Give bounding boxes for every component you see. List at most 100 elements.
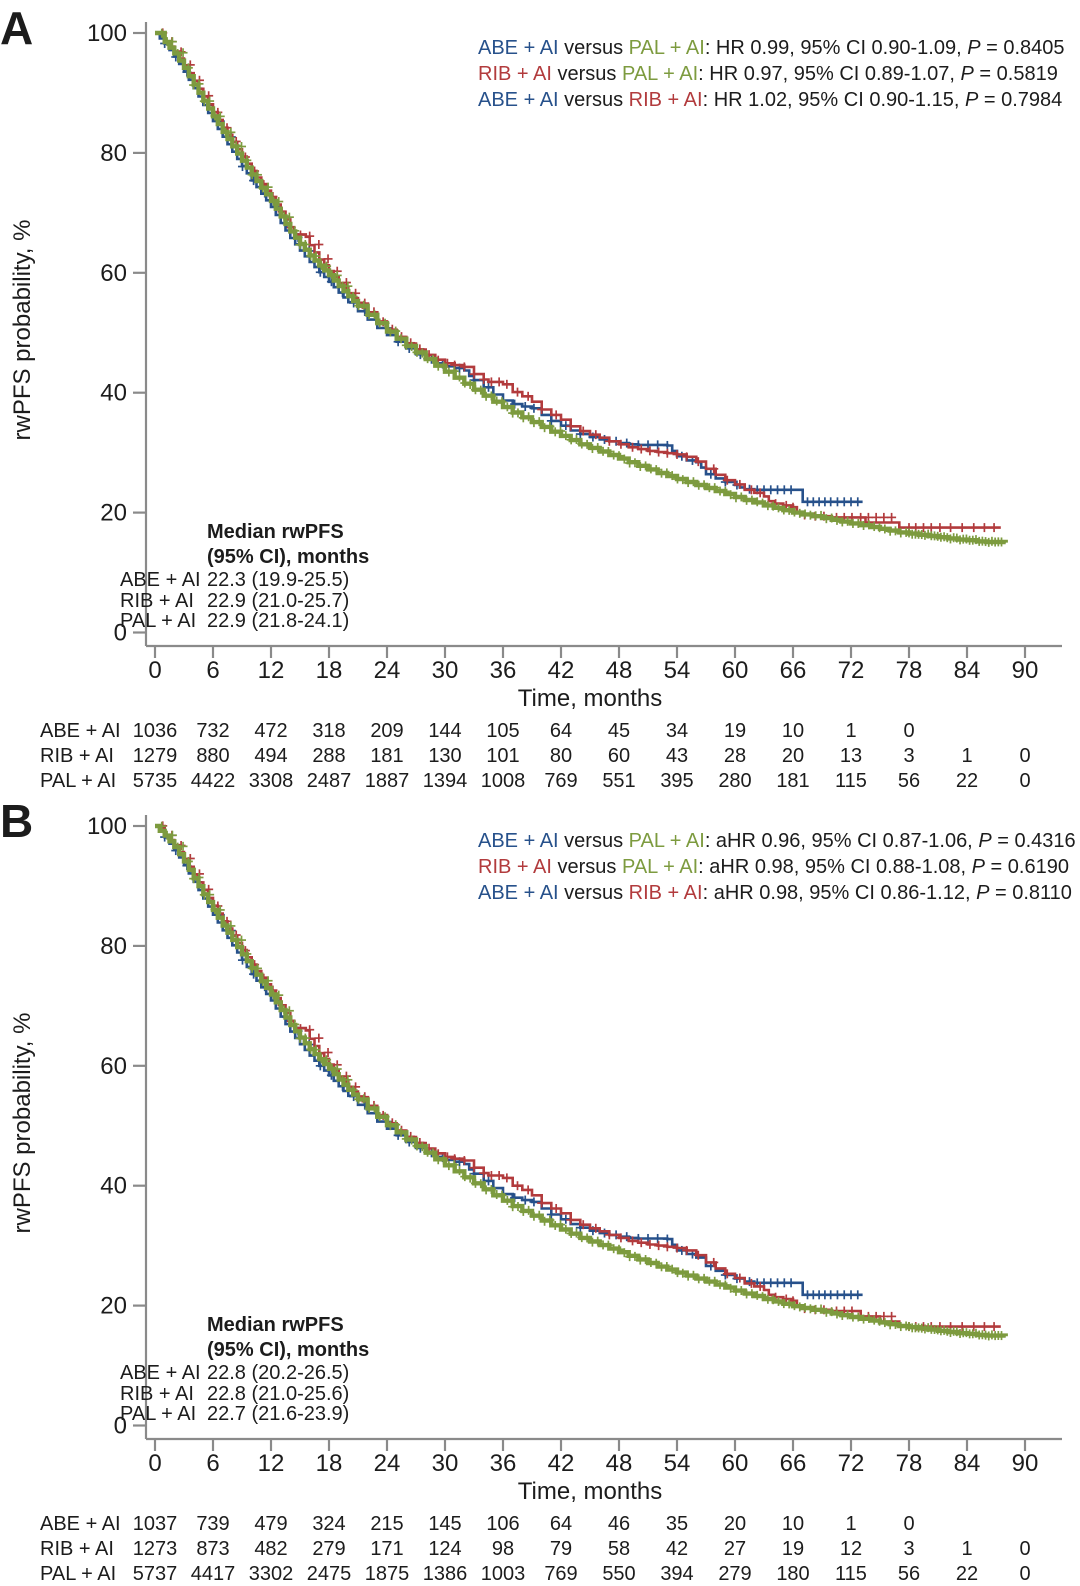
risk-row-label-abe-ai: ABE + AI (40, 1513, 121, 1535)
risk-value: 4422 (191, 770, 236, 792)
risk-value: 35 (666, 1513, 688, 1535)
x-tick-label: 6 (206, 657, 219, 684)
risk-value: 0 (1019, 1538, 1030, 1560)
risk-value: 171 (370, 1538, 403, 1560)
risk-value: 20 (782, 745, 804, 767)
risk-value: 209 (370, 720, 403, 742)
x-tick-label: 72 (838, 1450, 865, 1477)
y-tick-label: 60 (100, 260, 127, 287)
risk-value: 5737 (133, 1563, 178, 1585)
risk-value: 115 (835, 770, 867, 792)
risk-value: 144 (428, 720, 461, 742)
y-tick-label: 40 (100, 1173, 127, 1200)
risk-value: 22 (956, 1563, 978, 1585)
x-tick-label: 0 (148, 657, 161, 684)
risk-value: 551 (602, 770, 635, 792)
risk-value: 318 (312, 720, 345, 742)
y-tick-label: 0 (114, 620, 127, 647)
risk-value: 98 (492, 1538, 514, 1560)
risk-value: 395 (660, 770, 693, 792)
hr-annotation-line: ABE + AI versus PAL + AI: HR 0.99, 95% C… (478, 37, 1065, 59)
x-tick-label: 12 (258, 657, 285, 684)
panel-label-b: B (0, 795, 33, 847)
risk-value: 394 (660, 1563, 693, 1585)
risk-value: 1 (961, 745, 972, 767)
risk-value: 101 (486, 745, 519, 767)
risk-value: 130 (428, 745, 461, 767)
risk-value: 79 (550, 1538, 572, 1560)
risk-value: 3 (903, 745, 914, 767)
x-tick-label: 84 (954, 657, 981, 684)
x-tick-label: 90 (1012, 657, 1039, 684)
x-tick-label: 66 (780, 657, 807, 684)
risk-value: 1273 (133, 1538, 178, 1560)
median-table-header: (95% CI), months (207, 546, 369, 568)
x-tick-label: 84 (954, 1450, 981, 1477)
risk-row-label-rib-ai: RIB + AI (40, 745, 114, 767)
risk-value: 1386 (423, 1563, 468, 1585)
risk-value: 145 (428, 1513, 461, 1535)
risk-value: 0 (1019, 770, 1030, 792)
risk-value: 1003 (481, 1563, 526, 1585)
risk-value: 27 (724, 1538, 746, 1560)
risk-value: 1887 (365, 770, 410, 792)
median-label-rib-ai: RIB + AI (120, 1383, 194, 1405)
risk-value: 324 (312, 1513, 345, 1535)
risk-value: 20 (724, 1513, 746, 1535)
x-axis-title: Time, months (518, 685, 662, 712)
median-table-header: (95% CI), months (207, 1339, 369, 1361)
x-tick-label: 24 (374, 1450, 401, 1477)
risk-value: 180 (776, 1563, 809, 1585)
censor-marks-pal-ai (157, 821, 1007, 1341)
y-tick-label: 100 (87, 20, 127, 47)
panel-label-a: A (0, 2, 33, 54)
risk-value: 1 (845, 720, 856, 742)
risk-value: 12 (840, 1538, 862, 1560)
risk-value: 3 (903, 1538, 914, 1560)
risk-value: 550 (602, 1563, 635, 1585)
risk-value: 115 (835, 1563, 867, 1585)
y-tick-label: 20 (100, 1293, 127, 1320)
risk-value: 106 (486, 1513, 519, 1535)
median-value-rib-ai: 22.8 (21.0-25.6) (207, 1383, 349, 1405)
y-tick-label: 100 (87, 813, 127, 840)
risk-value: 22 (956, 770, 978, 792)
hr-annotation-line: ABE + AI versus RIB + AI: HR 1.02, 95% C… (478, 89, 1062, 111)
risk-row-label-pal-ai: PAL + AI (40, 770, 116, 792)
risk-value: 0 (1019, 745, 1030, 767)
risk-value: 280 (718, 770, 751, 792)
risk-value: 45 (608, 720, 630, 742)
x-tick-label: 48 (606, 657, 633, 684)
x-tick-label: 18 (316, 1450, 343, 1477)
y-tick-label: 40 (100, 380, 127, 407)
median-label-rib-ai: RIB + AI (120, 590, 194, 612)
risk-value: 3302 (249, 1563, 294, 1585)
x-tick-label: 90 (1012, 1450, 1039, 1477)
risk-value: 56 (898, 1563, 920, 1585)
risk-value: 0 (1019, 1563, 1030, 1585)
risk-value: 1 (845, 1513, 856, 1535)
x-tick-label: 60 (722, 657, 749, 684)
x-tick-label: 78 (896, 1450, 923, 1477)
risk-row-label-rib-ai: RIB + AI (40, 1538, 114, 1560)
risk-value: 181 (370, 745, 403, 767)
risk-value: 5735 (133, 770, 178, 792)
median-table-header: Median rwPFS (207, 521, 344, 543)
median-label-abe-ai: ABE + AI (120, 1362, 201, 1384)
x-tick-label: 24 (374, 657, 401, 684)
risk-value: 732 (196, 720, 229, 742)
risk-value: 124 (428, 1538, 461, 1560)
risk-value: 181 (776, 770, 809, 792)
risk-row-label-abe-ai: ABE + AI (40, 720, 121, 742)
risk-value: 279 (312, 1538, 345, 1560)
risk-value: 80 (550, 745, 572, 767)
x-tick-label: 60 (722, 1450, 749, 1477)
hr-annotation-line: RIB + AI versus PAL + AI: aHR 0.98, 95% … (478, 856, 1069, 878)
risk-value: 2487 (307, 770, 352, 792)
risk-value: 10 (782, 720, 804, 742)
x-tick-label: 72 (838, 657, 865, 684)
hr-annotation-line: ABE + AI versus RIB + AI: aHR 0.98, 95% … (478, 882, 1072, 904)
risk-value: 215 (370, 1513, 403, 1535)
risk-value: 0 (903, 1513, 914, 1535)
